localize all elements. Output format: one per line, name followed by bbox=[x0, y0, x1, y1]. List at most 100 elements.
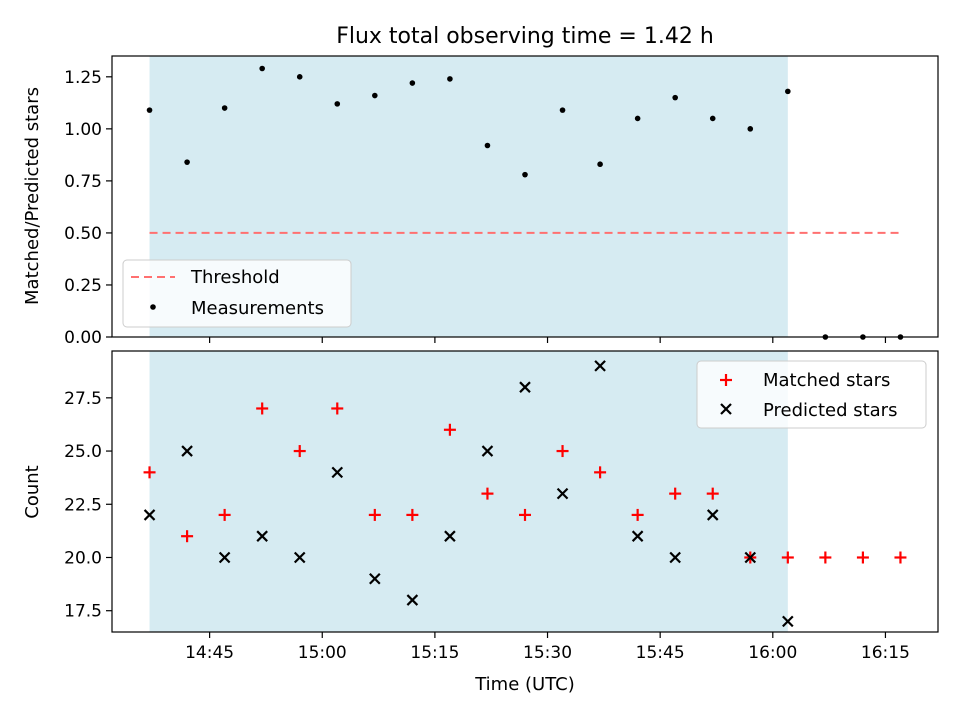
bottom-y-label: Count bbox=[22, 465, 43, 518]
measurement-point bbox=[334, 101, 341, 107]
bottom-y-tick-label: 20.0 bbox=[64, 548, 102, 568]
top-y-tick-label: 1.00 bbox=[64, 120, 102, 140]
matched-star-point bbox=[143, 466, 156, 479]
matched-star-point bbox=[181, 530, 194, 543]
measurement-point bbox=[597, 161, 603, 168]
legend-threshold-label: Threshold bbox=[190, 267, 280, 288]
matched-stars-points bbox=[143, 402, 907, 564]
top-x-axis bbox=[209, 337, 887, 343]
predicted-star-point bbox=[444, 530, 456, 542]
bottom-y-tick-label: 17.5 bbox=[64, 602, 102, 622]
observing-window-shade bbox=[149, 351, 788, 632]
predicted-star-point bbox=[369, 573, 381, 585]
predicted-star-point bbox=[706, 509, 719, 521]
predicted-star-point bbox=[481, 445, 494, 457]
ratio-panel: 0.00 0.25 0.50 0.75 1.00 1.25 Matched/Predict… bbox=[22, 55, 939, 348]
measurement-point bbox=[709, 115, 716, 122]
predicted-star-point bbox=[218, 551, 231, 564]
predicted-star-point bbox=[256, 530, 268, 542]
legend-matched-swatch bbox=[720, 374, 732, 386]
top-y-tick-label: 0.00 bbox=[64, 328, 102, 348]
matched-star-point bbox=[706, 487, 719, 500]
top-legend-box bbox=[122, 259, 352, 328]
bottom-y-tick-label: 22.5 bbox=[64, 495, 102, 515]
top-y-label: Matched/Predicted stars bbox=[22, 87, 43, 305]
x-tick-label: 15:15 bbox=[410, 643, 459, 663]
bottom-legend-box bbox=[696, 360, 927, 429]
legend-measurements-swatch bbox=[150, 304, 156, 310]
x-tick-label: 16:15 bbox=[861, 643, 910, 663]
x-tick-label: 16:00 bbox=[748, 643, 797, 663]
x-tick-label: 15:00 bbox=[298, 643, 347, 663]
measurement-point bbox=[522, 171, 528, 178]
legend-matched-label: Matched stars bbox=[763, 370, 890, 391]
measurement-point bbox=[484, 142, 491, 149]
x-tick-label: 15:45 bbox=[636, 643, 685, 663]
bottom-y-tick-label: 27.5 bbox=[64, 389, 102, 409]
matched-star-point bbox=[594, 466, 607, 479]
measurement-point bbox=[747, 126, 754, 132]
matched-star-point bbox=[894, 551, 907, 564]
x-tick-label: 15:30 bbox=[523, 643, 572, 663]
predicted-star-point bbox=[293, 551, 306, 564]
predicted-star-point bbox=[181, 445, 193, 457]
predicted-star-point bbox=[556, 487, 569, 500]
predicted-star-point bbox=[143, 509, 156, 521]
bottom-legend: Matched stars Predicted stars bbox=[696, 360, 927, 429]
measurement-point bbox=[634, 115, 641, 122]
top-y-axis: 0.00 0.25 0.50 0.75 1.00 1.25 bbox=[64, 68, 112, 348]
predicted-star-point bbox=[406, 594, 419, 606]
predicted-star-point bbox=[631, 530, 644, 542]
predicted-star-point bbox=[331, 466, 344, 479]
bottom-y-axis: 17.5 20.0 22.5 25.0 27.5 bbox=[64, 389, 112, 622]
predicted-star-point bbox=[744, 551, 757, 564]
top-y-tick-label: 0.50 bbox=[64, 224, 102, 244]
matched-star-point bbox=[819, 551, 832, 564]
bottom-axes-frame bbox=[111, 350, 939, 633]
measurement-point bbox=[184, 159, 190, 165]
predicted-star-point bbox=[782, 615, 794, 628]
legend-predicted-swatch bbox=[720, 403, 732, 415]
top-legend: Threshold Measurements bbox=[122, 259, 352, 328]
top-y-tick-label: 0.75 bbox=[64, 172, 102, 192]
predicted-star-point bbox=[669, 551, 681, 564]
legend-measurements-label: Measurements bbox=[191, 298, 324, 319]
matched-star-point bbox=[481, 487, 494, 500]
measurement-point bbox=[447, 76, 453, 82]
matched-star-point bbox=[631, 508, 644, 521]
matched-star-point bbox=[218, 508, 231, 521]
matched-star-point bbox=[556, 445, 569, 458]
measurement-point bbox=[559, 107, 566, 113]
bottom-x-axis: 14:45 15:00 15:15 15:30 15:45 16:00 16:15 bbox=[185, 632, 910, 663]
chart-title: Flux total observing time = 1.42 h bbox=[336, 24, 714, 49]
measurement-point bbox=[372, 92, 378, 99]
predicted-star-point bbox=[519, 381, 531, 393]
measurement-point bbox=[259, 65, 265, 72]
matched-star-point bbox=[856, 551, 869, 564]
bottom-y-tick-label: 25.0 bbox=[64, 442, 102, 462]
top-y-tick-label: 1.25 bbox=[64, 68, 102, 88]
top-axes-frame bbox=[111, 55, 939, 338]
measurement-point bbox=[672, 94, 678, 101]
matched-star-point bbox=[293, 445, 306, 458]
matched-star-point bbox=[781, 551, 794, 564]
matched-star-point bbox=[368, 508, 381, 521]
measurement-point bbox=[409, 80, 416, 86]
top-y-tick-label: 0.25 bbox=[64, 276, 102, 296]
matched-star-point bbox=[331, 402, 344, 415]
x-tick-label: 14:45 bbox=[185, 643, 234, 663]
matched-star-point bbox=[443, 423, 456, 436]
count-panel: 17.5 20.0 22.5 25.0 27.5 14:45 15:00 15:15 15:3… bbox=[22, 350, 939, 695]
measurement-point bbox=[296, 74, 303, 80]
matched-star-point bbox=[519, 508, 531, 521]
matched-star-point bbox=[256, 402, 269, 415]
measurement-point bbox=[221, 105, 228, 111]
matched-star-point bbox=[406, 508, 419, 521]
predicted-star-point bbox=[594, 360, 606, 372]
measurement-point bbox=[785, 88, 791, 95]
measurement-point bbox=[146, 107, 153, 113]
measurement-points bbox=[146, 65, 904, 340]
x-axis-label: Time (UTC) bbox=[474, 674, 575, 695]
predicted-stars-points bbox=[143, 360, 794, 628]
